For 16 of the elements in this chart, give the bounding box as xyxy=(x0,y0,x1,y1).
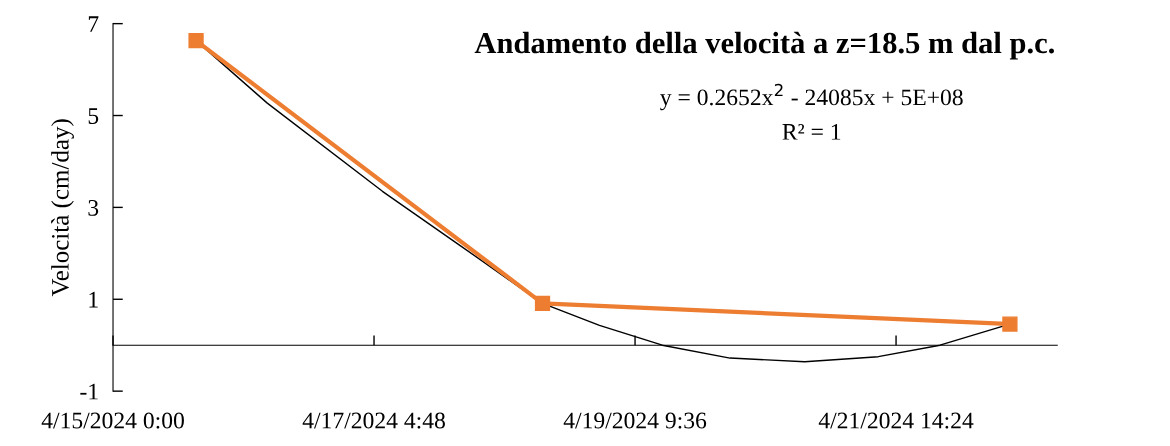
annotation: R² = 1 xyxy=(782,123,841,140)
y-tick-label: 3 xyxy=(88,199,99,216)
y-tick-label: -1 xyxy=(80,383,98,400)
y-axis-title: Velocità (cm/day) xyxy=(51,119,74,297)
y-tick-label: 5 xyxy=(88,108,99,124)
x-tick-label: 4/17/2024 4:48 xyxy=(302,412,445,429)
chart-title: Andamento della velocità a z=18.5 m dal p.c. xyxy=(474,31,1054,60)
x-tick-label: 4/21/2024 14:24 xyxy=(818,412,974,429)
point xyxy=(534,295,551,312)
point xyxy=(188,32,204,49)
y-tick-label: 1 xyxy=(89,291,98,308)
point xyxy=(1002,316,1018,332)
y-tick-label: 7 xyxy=(88,16,99,32)
x-tick-label: 4/19/2024 9:36 xyxy=(563,412,707,429)
x-tick-label: 4/15/2024 0:00 xyxy=(41,412,184,429)
annotation: y = 0.2652x$^{2}$ - 24085x + 5E+08 xyxy=(660,83,963,111)
